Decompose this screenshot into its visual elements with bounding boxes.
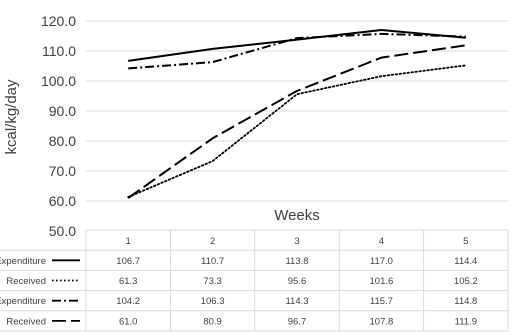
data-cell: 110.7 [201, 256, 224, 267]
data-cell: 111.9 [455, 316, 477, 327]
series-line-3 [128, 32, 466, 70]
y-axis-title: kcal/kg/day [3, 79, 20, 155]
x-axis-title: Weeks [274, 207, 320, 224]
data-cell: 73.3 [203, 276, 222, 287]
series-name-label: Expenditure [0, 256, 46, 267]
data-cell: 113.8 [285, 256, 308, 267]
data-cell: 115.7 [370, 296, 393, 307]
data-cell: 105.2 [454, 276, 478, 287]
y-tick-label: 100.0 [41, 73, 76, 89]
data-cell: 80.9 [203, 316, 222, 327]
x-tick-label: 1 [126, 236, 131, 247]
y-axis-ticks: 120.0 110.0 100.0 90.0 80.0 70.0 60.0 50.0 [41, 13, 76, 239]
data-cell: 106.3 [201, 296, 225, 307]
data-cell: 114.4 [454, 256, 477, 267]
series-name-label: Received [6, 276, 46, 287]
data-cell: 114.8 [454, 296, 477, 307]
series-line-2 [127, 64, 467, 199]
data-cell: 61.0 [119, 316, 138, 327]
gridlines [86, 20, 508, 202]
x-tick-label: 4 [379, 236, 384, 247]
x-tick-label: 3 [294, 236, 299, 247]
data-cell: 106.7 [116, 256, 140, 267]
y-tick-label: 60.0 [49, 193, 76, 209]
x-tick-label: 5 [463, 236, 468, 247]
y-tick-label: 80.0 [49, 133, 76, 149]
series-lines [127, 29, 467, 199]
y-tick-label: 120.0 [41, 13, 76, 29]
data-table: 1 2 3 4 5 Expenditure 106.7 110.7 113.8 117.0 114.… [0, 229, 509, 332]
series-name-label: Expenditure [0, 296, 46, 307]
y-tick-label: 70.0 [49, 163, 76, 179]
data-cell: 101.6 [370, 276, 394, 287]
y-tick-label: 110.0 [42, 43, 76, 59]
data-cell: 61.3 [119, 276, 138, 287]
data-cell: 96.7 [288, 316, 307, 327]
series-line-1 [128, 29, 466, 62]
data-cell: 117.0 [370, 256, 393, 267]
y-tick-label: 50.0 [49, 223, 76, 239]
data-cell: 104.2 [116, 296, 140, 307]
y-tick-label: 90.0 [49, 103, 76, 119]
data-cell: 107.8 [370, 316, 394, 327]
data-cell: 114.3 [285, 296, 308, 307]
data-cell: 95.6 [288, 276, 307, 287]
series-name-label: Received [6, 316, 46, 327]
series-line-4 [127, 44, 466, 199]
x-tick-label: 2 [210, 236, 215, 247]
